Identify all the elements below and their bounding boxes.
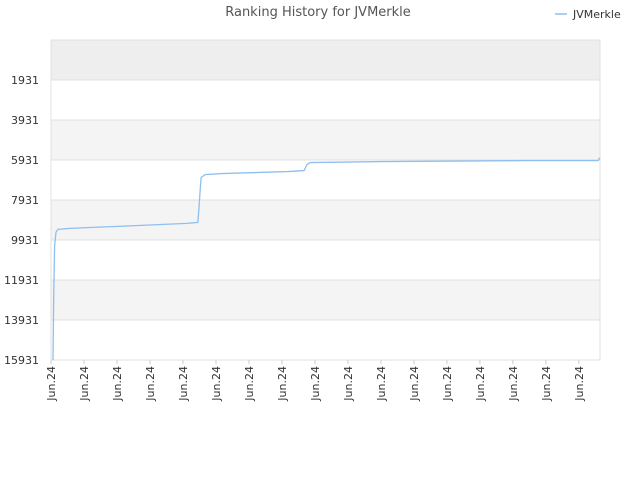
y-tick-label: 1931	[11, 74, 39, 87]
x-tick-label: Jun.24	[342, 366, 355, 402]
x-tick-label: Jun.24	[111, 366, 124, 402]
x-tick-label: Jun.24	[375, 366, 388, 402]
x-tick-label: Jun.24	[144, 366, 157, 402]
y-tick-label: 5931	[11, 154, 39, 167]
band	[51, 320, 600, 360]
band	[51, 160, 600, 200]
y-tick-label: 15931	[4, 354, 39, 367]
y-tick-label: 11931	[4, 274, 39, 287]
x-tick-label: Jun.24	[540, 366, 553, 402]
x-tick-label: Jun.24	[276, 366, 289, 402]
y-tick-label: 13931	[4, 314, 39, 327]
x-tick-label: Jun.24	[45, 366, 58, 402]
x-tick-label: Jun.24	[243, 366, 256, 402]
x-tick-label: Jun.24	[210, 366, 223, 402]
y-tick-label: 9931	[11, 234, 39, 247]
band	[51, 120, 600, 160]
band	[51, 80, 600, 120]
x-tick-label: Jun.24	[507, 366, 520, 402]
y-tick-label: 3931	[11, 114, 39, 127]
chart-title: Ranking History for JVMerkle	[225, 5, 411, 20]
x-tick-label: Jun.24	[474, 366, 487, 402]
x-tick-label: Jun.24	[177, 366, 190, 402]
legend-label: JVMerkle	[572, 8, 621, 21]
band	[51, 280, 600, 320]
x-tick-label: Jun.24	[441, 366, 454, 402]
x-tick-label: Jun.24	[408, 366, 421, 402]
series-line	[52, 157, 601, 361]
band	[51, 40, 600, 80]
band	[51, 240, 600, 280]
x-tick-label: Jun.24	[78, 366, 91, 402]
x-tick-label: Jun.24	[573, 366, 586, 402]
x-tick-label: Jun.24	[309, 366, 322, 402]
band	[51, 200, 600, 240]
y-tick-label: 7931	[11, 194, 39, 207]
